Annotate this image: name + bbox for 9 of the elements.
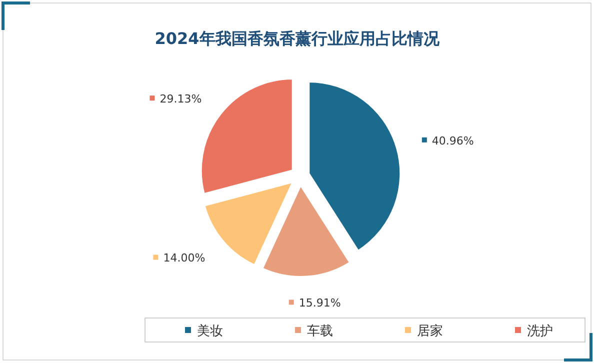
legend-label: 车载	[307, 324, 333, 339]
data-label: 29.13%	[160, 92, 202, 106]
data-label: 40.96%	[432, 134, 474, 148]
data-label: 14.00%	[163, 252, 206, 265]
legend-label: 美妆	[197, 323, 223, 339]
chart-title: 2024年我国香氛香薰行业应用占比情况	[154, 29, 440, 48]
legend-label: 洗护	[527, 324, 553, 339]
data-label: 15.91%	[298, 296, 341, 310]
legend-label: 居家	[417, 323, 443, 339]
